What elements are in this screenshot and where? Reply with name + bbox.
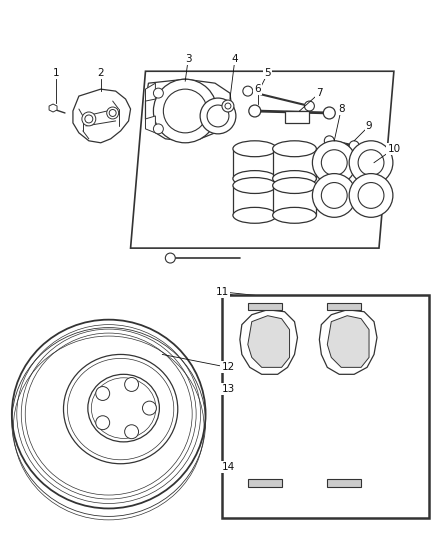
Circle shape	[125, 425, 138, 439]
Polygon shape	[240, 310, 297, 374]
Circle shape	[125, 377, 138, 391]
Circle shape	[321, 150, 347, 175]
Bar	[222, 295, 429, 519]
Polygon shape	[145, 79, 232, 141]
Ellipse shape	[273, 141, 316, 157]
Ellipse shape	[233, 207, 277, 223]
Circle shape	[85, 115, 93, 123]
Circle shape	[349, 141, 393, 184]
Circle shape	[96, 386, 110, 400]
Text: 2: 2	[97, 68, 104, 78]
Circle shape	[222, 100, 234, 112]
Circle shape	[225, 103, 231, 109]
Circle shape	[153, 124, 163, 134]
Polygon shape	[327, 479, 361, 487]
FancyBboxPatch shape	[107, 391, 141, 425]
Text: 10: 10	[387, 144, 400, 154]
Text: 9: 9	[366, 121, 372, 131]
Ellipse shape	[64, 354, 178, 464]
Circle shape	[349, 174, 393, 217]
Circle shape	[109, 109, 116, 116]
Polygon shape	[49, 104, 57, 112]
Circle shape	[249, 105, 261, 117]
Polygon shape	[73, 89, 131, 143]
Polygon shape	[319, 310, 377, 374]
Polygon shape	[327, 303, 361, 310]
Ellipse shape	[12, 320, 205, 508]
Circle shape	[163, 89, 207, 133]
Ellipse shape	[233, 177, 277, 193]
Circle shape	[358, 182, 384, 208]
Text: 8: 8	[338, 104, 345, 114]
Text: 5: 5	[265, 68, 271, 78]
Polygon shape	[248, 316, 290, 367]
Circle shape	[323, 107, 335, 119]
Ellipse shape	[233, 171, 277, 187]
Circle shape	[200, 98, 236, 134]
Circle shape	[165, 253, 175, 263]
Polygon shape	[233, 149, 277, 179]
Text: 4: 4	[232, 54, 238, 64]
Text: 1: 1	[53, 68, 60, 78]
Circle shape	[96, 416, 110, 430]
Polygon shape	[248, 479, 282, 487]
Circle shape	[82, 112, 96, 126]
Circle shape	[142, 401, 156, 415]
Text: 11: 11	[215, 287, 229, 297]
Polygon shape	[131, 71, 394, 248]
Circle shape	[312, 141, 356, 184]
Circle shape	[312, 174, 356, 217]
Ellipse shape	[273, 171, 316, 187]
Polygon shape	[145, 83, 155, 101]
Polygon shape	[285, 111, 309, 123]
Polygon shape	[145, 116, 155, 133]
Circle shape	[321, 182, 347, 208]
Ellipse shape	[88, 374, 159, 442]
Circle shape	[153, 79, 217, 143]
Polygon shape	[233, 185, 277, 215]
Text: 12: 12	[221, 362, 235, 373]
Circle shape	[358, 150, 384, 175]
Circle shape	[207, 105, 229, 127]
Circle shape	[349, 141, 359, 151]
Ellipse shape	[273, 207, 316, 223]
Text: 6: 6	[254, 84, 261, 94]
Ellipse shape	[233, 141, 277, 157]
Text: 7: 7	[316, 88, 323, 98]
Circle shape	[304, 101, 314, 111]
Circle shape	[324, 136, 334, 146]
Circle shape	[107, 107, 119, 119]
Text: 13: 13	[221, 384, 235, 394]
Polygon shape	[273, 149, 316, 179]
Polygon shape	[248, 303, 282, 310]
Polygon shape	[327, 316, 369, 367]
Text: 3: 3	[185, 54, 191, 64]
Circle shape	[153, 88, 163, 98]
Circle shape	[243, 86, 253, 96]
Text: 14: 14	[221, 462, 235, 472]
Polygon shape	[273, 185, 316, 215]
Ellipse shape	[273, 177, 316, 193]
